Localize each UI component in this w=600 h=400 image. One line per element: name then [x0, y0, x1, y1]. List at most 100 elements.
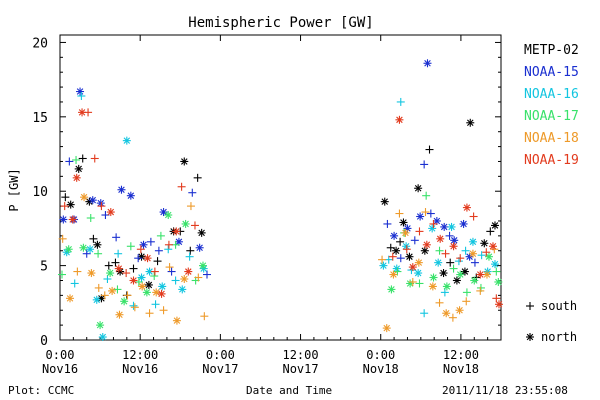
north-point — [86, 245, 95, 254]
north-point — [442, 309, 451, 318]
north-point — [198, 261, 207, 270]
south-point — [134, 254, 143, 263]
south-point — [151, 300, 160, 309]
north-point — [117, 185, 126, 194]
north-point — [389, 270, 398, 279]
south-point — [186, 246, 195, 255]
y-tick-label: 0 — [40, 334, 48, 349]
north-point — [434, 258, 443, 267]
south-point — [73, 267, 82, 276]
south-point — [136, 245, 145, 254]
south-point — [154, 246, 163, 255]
south-point — [188, 188, 197, 197]
north-point — [442, 282, 451, 291]
south-point — [134, 277, 143, 286]
south-point — [378, 255, 387, 264]
south-point — [190, 221, 199, 230]
south-point — [456, 254, 465, 263]
north-point — [72, 173, 81, 182]
south-point — [461, 246, 470, 255]
north-point — [420, 246, 429, 255]
north-point — [401, 228, 410, 237]
north-point — [64, 245, 73, 254]
north-point — [152, 288, 161, 297]
chart-title: Hemispheric Power [GW] — [188, 15, 373, 31]
south-point — [70, 279, 79, 288]
north-point — [490, 260, 499, 269]
y-tick-label: 15 — [32, 111, 48, 126]
x-tick-date-label: Nov17 — [202, 362, 238, 376]
south-point — [126, 242, 135, 251]
north-point — [490, 221, 499, 230]
x-tick-date-label: Nov17 — [282, 362, 318, 376]
north-point — [59, 215, 68, 224]
north-point — [526, 333, 534, 341]
south-point — [396, 237, 405, 246]
symbol-legend-label: north — [541, 330, 577, 344]
north-point — [106, 269, 115, 278]
south-point — [129, 301, 138, 310]
x-axis-label: Date and Time — [246, 384, 333, 397]
north-point — [414, 269, 423, 278]
south-point — [150, 272, 159, 281]
south-point — [185, 252, 194, 261]
south-point — [78, 154, 87, 163]
north-point — [405, 252, 414, 261]
footer-plot-source: Plot: CCMC — [8, 384, 75, 397]
y-tick-label: 5 — [40, 260, 48, 275]
north-point — [440, 222, 449, 231]
north-point — [197, 228, 206, 237]
south-point — [435, 298, 444, 307]
north-point — [138, 282, 147, 291]
south-point — [186, 202, 195, 211]
north-point — [468, 249, 477, 258]
south-point — [122, 269, 131, 278]
north-point — [428, 224, 437, 233]
south-point — [194, 273, 203, 282]
south-point — [426, 209, 435, 218]
south-point — [422, 191, 431, 200]
north-point — [462, 203, 471, 212]
north-point — [92, 295, 101, 304]
north-point — [184, 267, 193, 276]
north-point — [439, 269, 448, 278]
north-point — [447, 222, 456, 231]
south-point — [167, 267, 176, 276]
x-tick-label: 12:00 — [443, 348, 479, 362]
x-tick-date-label: Nov18 — [363, 362, 399, 376]
south-point — [156, 231, 165, 240]
north-point — [126, 191, 135, 200]
north-point — [88, 196, 97, 205]
south-point — [415, 279, 424, 288]
south-point — [469, 212, 478, 221]
north-point — [494, 300, 503, 309]
south-point — [97, 202, 106, 211]
south-point — [171, 240, 180, 249]
legend-entry: NOAA-17 — [524, 109, 579, 124]
south-point — [84, 108, 93, 117]
south-point — [393, 267, 402, 276]
south-point — [100, 291, 109, 300]
south-point — [395, 209, 404, 218]
south-point — [415, 227, 424, 236]
north-point — [66, 200, 75, 209]
south-point — [193, 173, 202, 182]
north-point — [79, 243, 88, 252]
south-point — [440, 288, 449, 297]
south-point — [396, 97, 405, 106]
north-point — [145, 267, 154, 276]
south-point — [429, 219, 438, 228]
north-point — [96, 199, 105, 208]
south-point — [114, 249, 123, 258]
north-point — [423, 59, 432, 68]
north-point — [382, 324, 391, 333]
south-point — [113, 285, 122, 294]
north-point — [195, 243, 204, 252]
south-point — [177, 182, 186, 191]
north-point — [87, 269, 96, 278]
plot-frame — [59, 34, 502, 341]
north-point — [139, 240, 148, 249]
south-point — [482, 248, 491, 257]
south-point — [61, 193, 70, 202]
north-point — [137, 273, 146, 282]
